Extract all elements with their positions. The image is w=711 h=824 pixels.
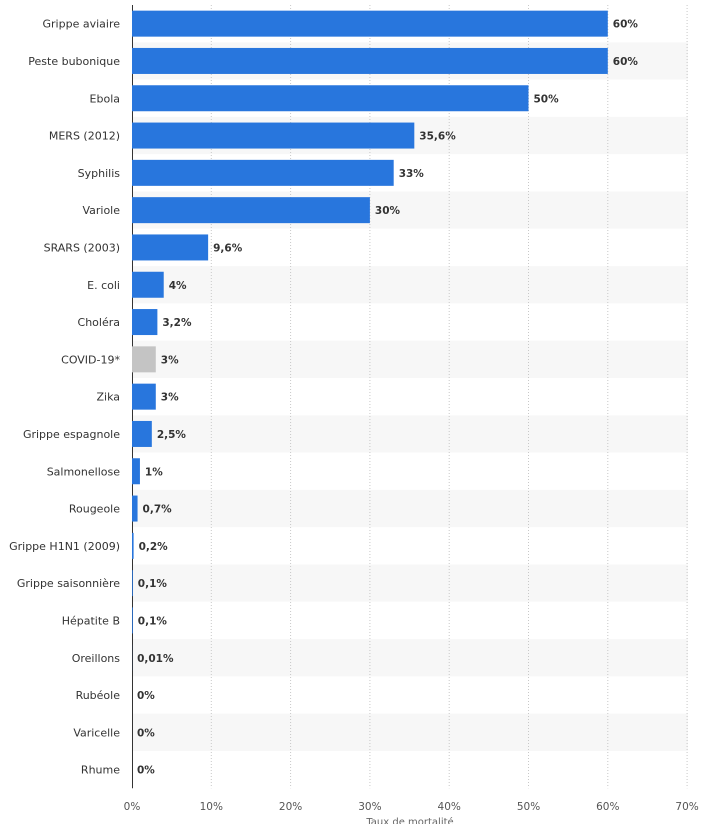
row-band <box>132 639 688 677</box>
row-bands <box>132 5 688 789</box>
row-band <box>132 266 688 304</box>
category-label: Grippe espagnole <box>23 428 120 441</box>
row-band <box>132 378 688 416</box>
tick-label: 20% <box>279 801 302 813</box>
bar <box>132 159 394 186</box>
row-band <box>132 713 688 751</box>
row-band <box>132 452 688 490</box>
data-label: 0% <box>137 690 155 702</box>
category-label: Hépatite B <box>62 614 120 627</box>
data-label: 0,01% <box>137 653 174 665</box>
data-label: 30% <box>375 205 401 217</box>
data-label: 2,5% <box>157 429 187 441</box>
bar <box>132 420 152 447</box>
row-band <box>132 601 688 640</box>
category-label: Zika <box>96 391 120 404</box>
tick-label: 70% <box>675 801 698 813</box>
data-label: 3,2% <box>162 317 192 329</box>
category-label: Syphilis <box>78 167 121 180</box>
tick-label: 50% <box>517 801 540 813</box>
category-label: Salmonellose <box>47 465 121 478</box>
data-label: 3% <box>161 354 179 366</box>
tick-label: 30% <box>358 801 381 813</box>
bar <box>132 271 164 298</box>
x-axis-title: Taux de mortalité <box>365 816 453 824</box>
category-label: Varicelle <box>73 726 120 739</box>
category-label: Grippe aviaire <box>43 18 121 31</box>
row-band <box>132 676 688 714</box>
bar <box>132 85 529 112</box>
bar <box>132 458 140 485</box>
bar <box>132 197 370 224</box>
bar <box>132 10 608 37</box>
data-label: 0% <box>137 727 155 739</box>
bars <box>132 10 608 671</box>
category-label: Grippe H1N1 (2009) <box>9 540 120 553</box>
row-band <box>132 228 688 267</box>
category-label: Rougeole <box>69 503 120 516</box>
category-label: Rubéole <box>76 689 121 702</box>
bar <box>132 309 158 336</box>
data-label: 0,1% <box>138 578 168 590</box>
bar <box>132 122 415 149</box>
bar <box>132 607 133 634</box>
bar <box>132 383 156 410</box>
category-label: Rhume <box>81 764 120 777</box>
bar <box>132 570 133 597</box>
category-label: Grippe saisonnière <box>17 577 120 590</box>
row-band <box>132 564 688 602</box>
category-label: MERS (2012) <box>49 130 120 143</box>
data-label: 60% <box>613 19 639 31</box>
bar <box>132 47 608 74</box>
data-label: 50% <box>534 93 560 105</box>
bar <box>132 495 138 522</box>
data-label: 0,1% <box>138 615 168 627</box>
category-label: SRARS (2003) <box>44 241 120 254</box>
x-axis-ticks: 0% 10% 20% 30% 40% 50% 60% 70% <box>124 801 699 813</box>
category-label: Peste bubonique <box>28 55 120 68</box>
row-band <box>132 527 688 565</box>
data-label: 0,7% <box>143 504 173 516</box>
value-labels: 60% 60% 50% 35,6% 33% 30% 9,6% 4% 3,2% 3% 3% 2,5% 1%… <box>137 19 638 777</box>
data-label: 60% <box>613 56 639 68</box>
tick-label: 60% <box>596 801 619 813</box>
tick-label: 10% <box>200 801 223 813</box>
data-label: 4% <box>169 280 187 292</box>
data-label: 0% <box>137 765 155 777</box>
row-band <box>132 415 688 453</box>
category-labels: Grippe aviaire Peste bubonique Ebola MERS (… <box>9 18 120 777</box>
data-label: 9,6% <box>213 242 243 254</box>
row-band <box>132 340 688 378</box>
data-label: 1% <box>145 466 163 478</box>
category-label: Ebola <box>90 92 120 105</box>
tick-label: 40% <box>438 801 461 813</box>
category-label: Oreillons <box>72 652 121 665</box>
bar <box>132 346 156 373</box>
row-band <box>132 751 688 789</box>
category-label: COVID-19* <box>61 353 120 366</box>
category-label: Variole <box>82 204 120 217</box>
bar <box>132 234 209 261</box>
data-label: 0,2% <box>139 541 169 553</box>
row-band <box>132 489 688 528</box>
tick-label: 0% <box>124 801 141 813</box>
category-label: E. coli <box>87 279 120 292</box>
data-label: 35,6% <box>419 131 456 143</box>
row-band <box>132 303 688 341</box>
category-label: Choléra <box>78 316 120 329</box>
data-label: 3% <box>161 392 179 404</box>
bar <box>132 532 134 559</box>
data-label: 33% <box>399 168 425 180</box>
